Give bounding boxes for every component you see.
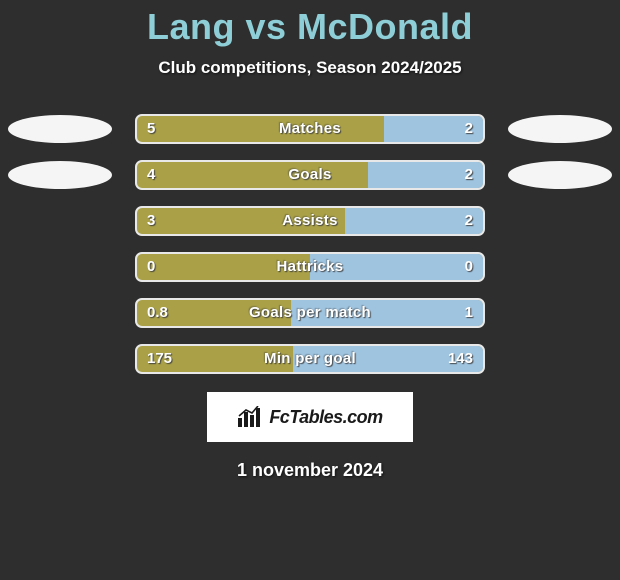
stat-value-right: 1 bbox=[465, 304, 473, 321]
stat-bar: 52Matches bbox=[135, 114, 485, 144]
stats-area: 52Matches42Goals32Assists00Hattricks0.81… bbox=[0, 106, 620, 382]
bar-right-fill bbox=[291, 300, 483, 326]
stat-row: 00Hattricks bbox=[0, 244, 620, 290]
comparison-infographic: Lang vs McDonald Club competitions, Seas… bbox=[0, 0, 620, 481]
bar-right-fill bbox=[310, 254, 483, 280]
bar-right-fill bbox=[345, 208, 483, 234]
stat-bar: 175143Min per goal bbox=[135, 344, 485, 374]
team-badge-right bbox=[508, 161, 612, 189]
stat-value-right: 0 bbox=[465, 258, 473, 275]
team-badge-right bbox=[508, 115, 612, 143]
stat-value-left: 5 bbox=[147, 120, 155, 137]
stat-row: 32Assists bbox=[0, 198, 620, 244]
stat-bar: 00Hattricks bbox=[135, 252, 485, 282]
player1-name: Lang bbox=[147, 6, 235, 47]
player2-name: McDonald bbox=[297, 6, 473, 47]
subtitle: Club competitions, Season 2024/2025 bbox=[0, 58, 620, 78]
vs-text: vs bbox=[245, 6, 286, 47]
stat-bar: 42Goals bbox=[135, 160, 485, 190]
stat-row: 42Goals bbox=[0, 152, 620, 198]
stat-value-right: 2 bbox=[465, 166, 473, 183]
stat-row: 52Matches bbox=[0, 106, 620, 152]
stat-row: 175143Min per goal bbox=[0, 336, 620, 382]
logo-box: FcTables.com bbox=[207, 392, 413, 442]
logo-text: FcTables.com bbox=[269, 407, 382, 428]
stat-value-left: 4 bbox=[147, 166, 155, 183]
footer-date: 1 november 2024 bbox=[0, 460, 620, 481]
stat-bar: 0.81Goals per match bbox=[135, 298, 485, 328]
stat-value-left: 175 bbox=[147, 350, 172, 367]
stat-row: 0.81Goals per match bbox=[0, 290, 620, 336]
stat-value-left: 0.8 bbox=[147, 304, 168, 321]
team-badge-left bbox=[8, 115, 112, 143]
stat-bar: 32Assists bbox=[135, 206, 485, 236]
stat-value-right: 143 bbox=[448, 350, 473, 367]
stat-value-left: 3 bbox=[147, 212, 155, 229]
team-badge-left bbox=[8, 161, 112, 189]
stat-value-right: 2 bbox=[465, 212, 473, 229]
bar-chart-icon bbox=[237, 406, 263, 428]
stat-value-right: 2 bbox=[465, 120, 473, 137]
page-title: Lang vs McDonald bbox=[0, 6, 620, 48]
stat-value-left: 0 bbox=[147, 258, 155, 275]
